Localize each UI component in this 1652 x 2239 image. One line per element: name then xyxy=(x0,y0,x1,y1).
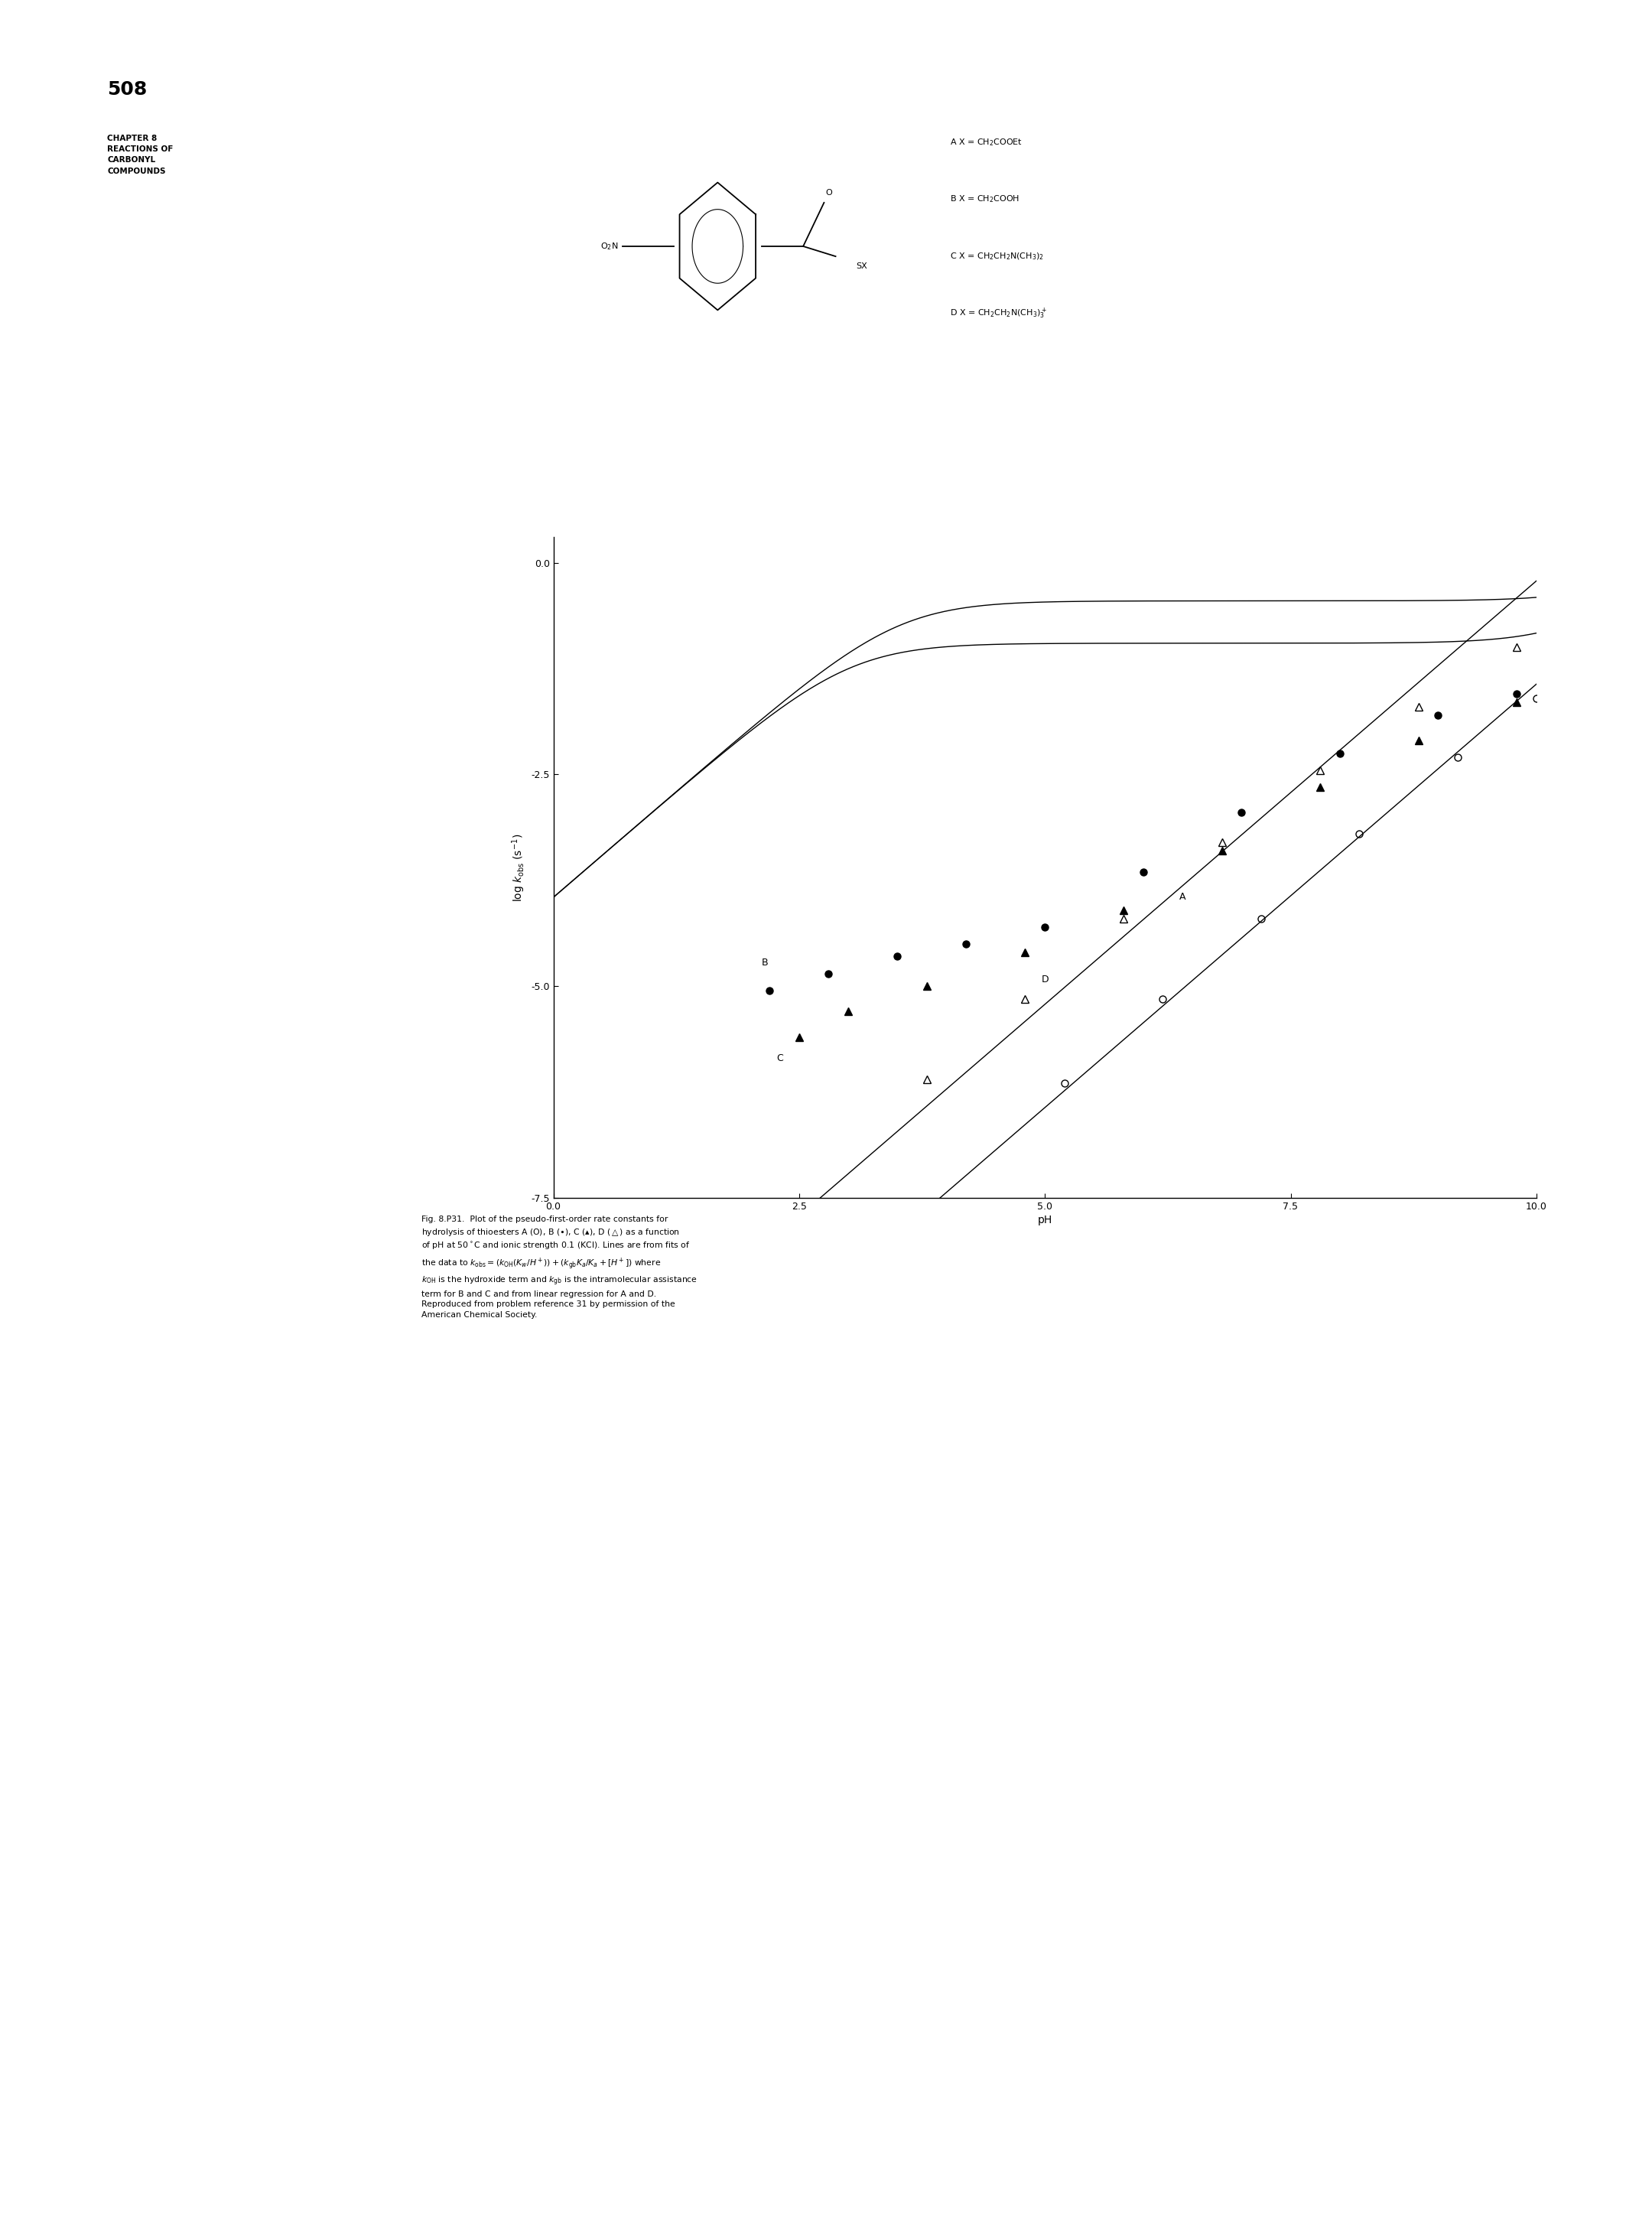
Text: B X = CH$_2$COOH: B X = CH$_2$COOH xyxy=(950,195,1019,204)
Text: O$_2$N: O$_2$N xyxy=(600,242,618,251)
Text: A X = CH$_2$COOEt: A X = CH$_2$COOEt xyxy=(950,137,1023,148)
Text: C X = CH$_2$CH$_2$N(CH$_3$)$_2$: C X = CH$_2$CH$_2$N(CH$_3$)$_2$ xyxy=(950,251,1044,262)
Text: D X = CH$_2$CH$_2$N(CH$_3$)$_3^+$: D X = CH$_2$CH$_2$N(CH$_3$)$_3^+$ xyxy=(950,307,1047,320)
Text: Fig. 8.P31.  Plot of the pseudo-first-order rate constants for
hydrolysis of thi: Fig. 8.P31. Plot of the pseudo-first-ord… xyxy=(421,1216,697,1319)
Text: D: D xyxy=(1041,974,1049,985)
Text: SX: SX xyxy=(856,262,867,271)
Text: CHAPTER 8
REACTIONS OF
CARBONYL
COMPOUNDS: CHAPTER 8 REACTIONS OF CARBONYL COMPOUND… xyxy=(107,134,173,175)
Text: C: C xyxy=(776,1052,783,1064)
Y-axis label: log $k_{\mathrm{obs}}$ (s$^{-1}$): log $k_{\mathrm{obs}}$ (s$^{-1}$) xyxy=(510,833,527,902)
Text: B: B xyxy=(762,958,768,967)
Text: A: A xyxy=(1180,893,1186,902)
Text: 508: 508 xyxy=(107,81,147,99)
X-axis label: pH: pH xyxy=(1037,1216,1052,1225)
Text: O: O xyxy=(826,188,833,197)
